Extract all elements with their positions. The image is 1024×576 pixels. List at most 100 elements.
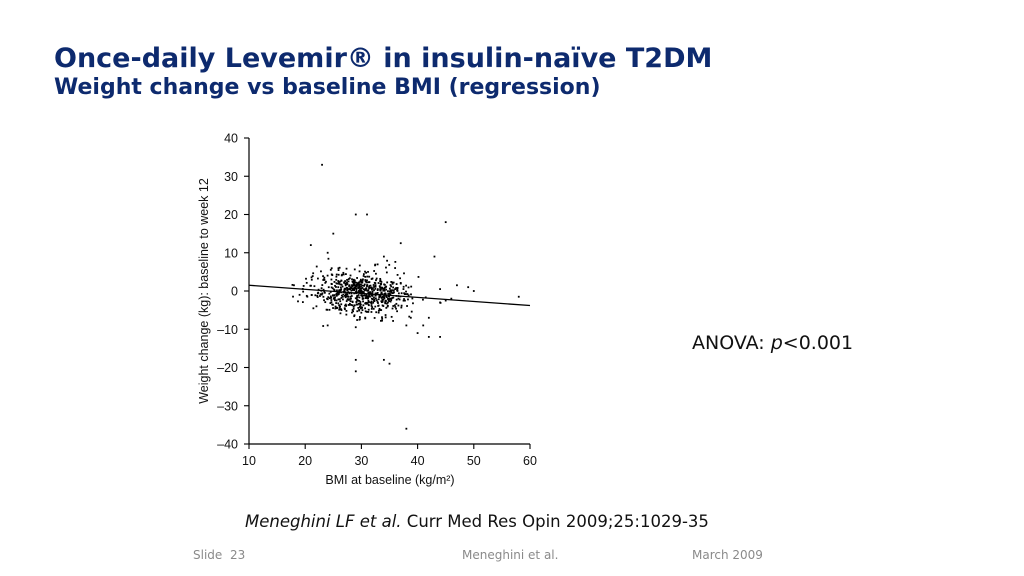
data-point (377, 309, 380, 312)
data-point (340, 303, 343, 306)
title-line-2: Weight change vs baseline BMI (regressio… (54, 75, 601, 100)
data-point (374, 284, 377, 287)
data-point (472, 290, 475, 292)
data-point (336, 291, 339, 294)
data-point (324, 301, 327, 304)
data-point (335, 275, 338, 278)
data-point (333, 297, 336, 300)
data-point (386, 259, 388, 262)
data-point (404, 293, 407, 296)
data-point (333, 294, 336, 297)
data-point (359, 303, 362, 305)
data-point (321, 292, 324, 295)
data-point (370, 287, 373, 290)
data-point (347, 280, 350, 283)
data-point (384, 316, 387, 319)
data-point (388, 292, 391, 295)
data-point (330, 301, 333, 304)
data-point (328, 292, 331, 295)
data-point (356, 299, 359, 302)
data-point (370, 301, 373, 304)
data-point (382, 255, 385, 258)
data-point (364, 279, 367, 281)
data-point (374, 285, 377, 288)
data-point (377, 311, 380, 314)
data-point (335, 294, 338, 297)
anova-p: p (770, 332, 783, 354)
data-point (372, 284, 375, 286)
data-point (386, 281, 389, 284)
data-point (358, 289, 361, 292)
data-point (334, 305, 337, 308)
data-point (353, 287, 356, 290)
data-point (321, 163, 323, 166)
data-point (326, 274, 329, 277)
data-point (330, 286, 333, 289)
data-point (358, 306, 361, 308)
data-point (354, 326, 357, 329)
data-point (344, 280, 346, 282)
data-point (361, 284, 364, 287)
data-point (380, 296, 383, 299)
data-point (323, 278, 326, 281)
data-point (343, 281, 346, 284)
data-point (368, 275, 371, 278)
data-point (357, 294, 360, 296)
citation: Meneghini LF et al. Curr Med Res Opin 20… (245, 512, 709, 531)
data-point (381, 286, 384, 289)
data-point (392, 286, 395, 289)
data-point (349, 274, 352, 277)
data-point (399, 242, 402, 245)
data-point (331, 294, 334, 297)
data-point (353, 314, 356, 317)
data-point (381, 298, 384, 301)
data-point (368, 285, 371, 287)
data-point (358, 264, 361, 267)
data-point (366, 302, 369, 304)
data-point (336, 293, 339, 296)
data-point (346, 287, 349, 290)
data-point (361, 279, 364, 282)
data-point (368, 304, 370, 307)
data-point (333, 281, 336, 283)
footer-slide-number: Slide 23 (193, 548, 245, 562)
data-point (405, 284, 408, 287)
data-point (383, 289, 386, 292)
data-point (392, 305, 395, 307)
data-point (389, 284, 392, 286)
data-point (322, 325, 325, 327)
data-point (358, 291, 361, 294)
data-point (359, 301, 362, 303)
data-point (358, 299, 361, 302)
data-point (386, 298, 389, 300)
data-point (359, 316, 361, 318)
data-point (340, 309, 343, 312)
data-point (354, 213, 357, 216)
data-point (399, 277, 401, 280)
data-point (348, 287, 351, 290)
data-point (439, 336, 441, 338)
data-point (374, 294, 377, 297)
data-point (407, 286, 410, 289)
data-point (377, 305, 380, 307)
data-point (360, 281, 363, 284)
data-point (341, 273, 344, 276)
data-point (362, 278, 364, 281)
data-point (370, 303, 373, 305)
data-point (370, 297, 373, 300)
data-point (394, 306, 397, 308)
x-tick-label: 20 (298, 454, 312, 468)
data-point (390, 281, 393, 283)
data-point (362, 300, 364, 303)
data-point (388, 362, 391, 365)
y-tick-label: 10 (224, 246, 238, 260)
data-point (439, 288, 441, 290)
data-point (344, 296, 347, 299)
data-point (370, 311, 373, 313)
data-point (357, 284, 360, 286)
data-point (345, 305, 348, 307)
data-point (353, 304, 356, 307)
data-point (305, 294, 308, 297)
data-point (405, 427, 408, 430)
data-point (337, 267, 340, 270)
